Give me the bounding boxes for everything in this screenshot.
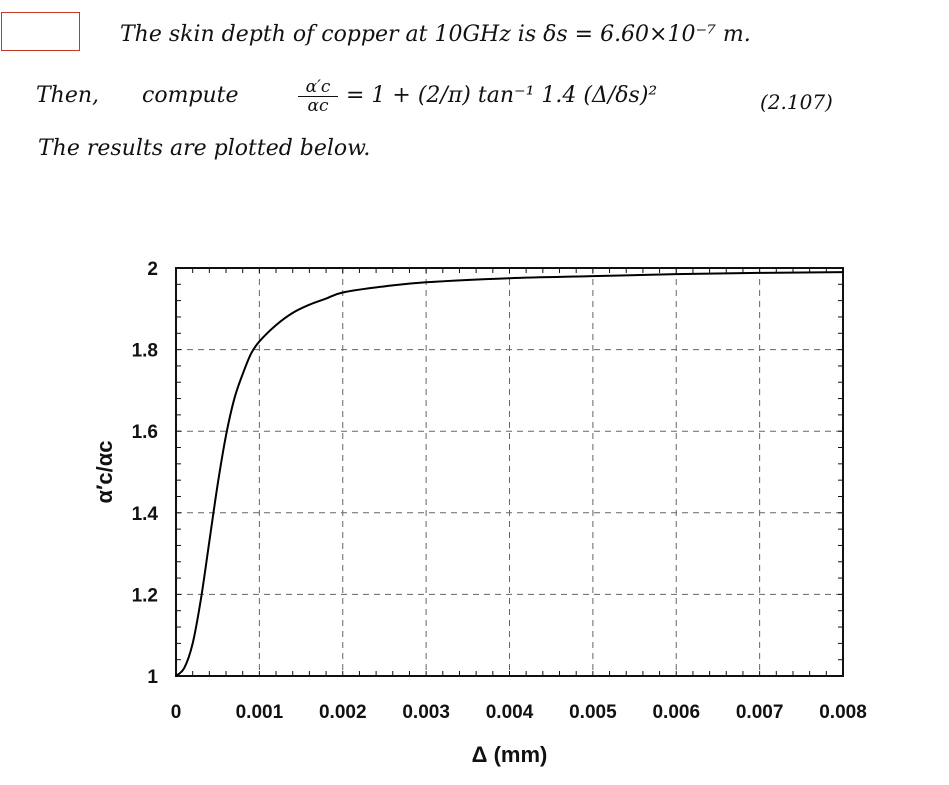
x-tick-label: 0.001: [236, 702, 284, 723]
ratio-fraction: α′c αc: [296, 78, 340, 115]
y-tick-label: 1.6: [132, 422, 158, 443]
y-tick-label: 1.8: [132, 341, 158, 362]
plot-frame: [175, 267, 844, 677]
x-tick-label: 0.006: [652, 702, 700, 723]
series-line: [175, 271, 844, 677]
y-axis-label: α′c/αc: [92, 441, 117, 504]
x-tick-labels: 0 0.001 0.002 0.003 0.004 0.005 0.006 0.007 0.00…: [171, 702, 867, 723]
y-tick-label: 1.4: [132, 504, 159, 525]
x-tick-label: 0.005: [569, 702, 617, 723]
x-tick-label: 0.004: [486, 702, 534, 723]
note-skin-depth: The skin depth of copper at 10GHz is δs …: [120, 22, 751, 47]
y-tick-label: 1.2: [132, 585, 158, 606]
x-tick-label: 0.008: [819, 702, 867, 723]
y-tick-labels: 1 1.2 1.4 1.6 1.8 2: [132, 259, 159, 688]
x-axis-label: Δ (mm): [472, 742, 548, 767]
note-then: Then,: [36, 83, 100, 108]
chart-grid: [176, 268, 843, 676]
fraction-denominator: αc: [307, 96, 329, 116]
note-results: The results are plotted below.: [38, 136, 371, 161]
highlight-box: [1, 12, 80, 51]
fraction-numerator: α′c: [305, 77, 331, 97]
note-compute: compute: [142, 83, 239, 108]
equation-number: (2.107): [760, 90, 833, 114]
x-tick-label: 0: [171, 702, 182, 723]
x-tick-label: 0.007: [736, 702, 784, 723]
x-tick-label: 0.003: [402, 702, 450, 723]
equation-rhs: = 1 + (2/π) tan⁻¹ 1.4 (Δ/δs)²: [346, 83, 658, 108]
y-tick-label: 2: [147, 259, 158, 280]
x-tick-label: 0.002: [319, 702, 367, 723]
y-tick-label: 1: [147, 667, 158, 688]
fraction-bar: [298, 96, 338, 97]
